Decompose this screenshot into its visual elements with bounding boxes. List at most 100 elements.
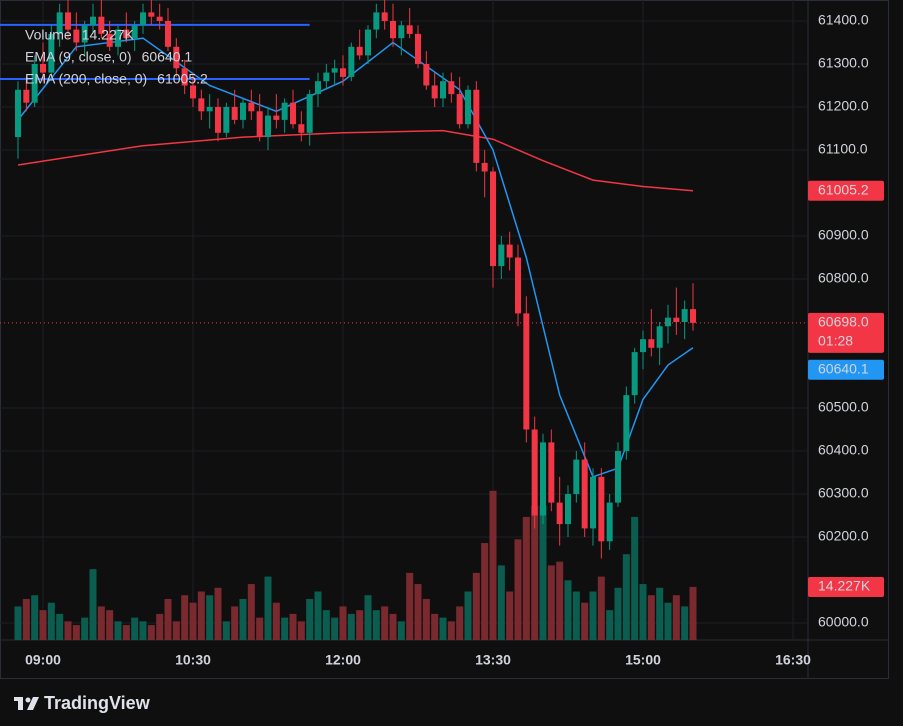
candle-body (523, 313, 530, 430)
logo-part (27, 697, 39, 710)
candle-body (81, 25, 88, 43)
candle-body (540, 442, 546, 516)
volume-bar (439, 617, 447, 640)
volume-bar (672, 595, 680, 640)
candle-body (665, 317, 671, 327)
logo-part (25, 697, 31, 703)
candle-body (56, 12, 63, 34)
candle-body (148, 12, 155, 17)
x-tick-label: 13:30 (475, 652, 511, 668)
volume-bar (14, 606, 22, 640)
candle-body (173, 46, 180, 69)
volume-bar (289, 613, 297, 640)
volume-bar (547, 565, 555, 640)
volume-bar (72, 625, 80, 640)
candle-body (440, 81, 446, 99)
y-tick-label: 60300.0 (818, 485, 869, 501)
volume-bar (256, 617, 264, 640)
volume-bar (297, 621, 305, 640)
candle-body (181, 68, 188, 86)
price-badge (808, 359, 884, 380)
y-tick-label: 61300.0 (818, 55, 869, 71)
volume-bar (347, 613, 355, 640)
price-badge-label: 14.227K (818, 578, 871, 594)
candle-body (115, 29, 121, 47)
candle-body (431, 85, 438, 99)
volume-bar (506, 591, 514, 640)
legend-label: Volume (25, 27, 72, 43)
candle-body (606, 502, 613, 542)
candle-body (156, 16, 163, 21)
candle-body (565, 494, 571, 525)
volume-bar (597, 576, 605, 640)
y-tick-label: 60800.0 (818, 270, 869, 286)
volume-bar (539, 505, 547, 640)
candle-body (423, 63, 430, 86)
candle-body (465, 89, 471, 125)
volume-bar (664, 602, 672, 640)
candle-body (315, 81, 321, 95)
candle-body (256, 111, 263, 138)
x-tick-label: 12:00 (325, 652, 361, 668)
candle-body (623, 395, 630, 452)
candle-body (456, 94, 463, 125)
volume-bar (31, 595, 39, 640)
volume-bar (456, 606, 464, 640)
volume-bar (222, 621, 230, 640)
volume-bar (281, 617, 289, 640)
candle-body (381, 12, 388, 21)
price-badge (808, 576, 884, 597)
y-tick-label: 60000.0 (818, 614, 869, 630)
plot: 60000.0 60200.0 60300.0 60400.0 60500.0 60800… (0, 0, 884, 668)
volume-bar (656, 587, 664, 640)
volume-bar (431, 613, 439, 640)
volume-bar (589, 591, 597, 640)
candle-body (206, 106, 213, 112)
price-badge-label: 60640.1 (818, 360, 869, 376)
volume-bar (106, 610, 114, 640)
volume-bar (681, 606, 689, 640)
candle-body (556, 502, 563, 525)
countdown: 01:28 (818, 333, 853, 349)
candle-body (240, 102, 246, 120)
legend-value: 60640.1 (142, 49, 193, 65)
candle-body (190, 85, 196, 99)
candle-body (40, 63, 46, 73)
candle-body (323, 72, 330, 82)
candle-body (681, 309, 688, 322)
candle-body (656, 326, 663, 348)
candle-body (581, 459, 588, 529)
candle-body (348, 46, 355, 77)
candle-body (506, 244, 513, 258)
y-tick-label: 61100.0 (818, 141, 868, 157)
candle-body (98, 16, 105, 34)
price-badge-label: 60698.0 (818, 314, 869, 330)
x-tick-label: 09:00 (25, 652, 61, 668)
candle-body (515, 257, 521, 314)
volume-bar (381, 606, 389, 640)
candle-body (481, 162, 488, 172)
candle-body (340, 68, 346, 77)
volume-bar (631, 516, 639, 640)
candle-body (498, 244, 505, 267)
volume-bar (214, 587, 222, 640)
plot-area (0, 0, 808, 640)
volume-bar (339, 606, 347, 640)
volume-bar (614, 587, 622, 640)
candle-body (406, 25, 413, 34)
y-tick-label: 60200.0 (818, 528, 869, 544)
chart-panel (0, 0, 889, 679)
brand[interactable]: TradingView (44, 693, 151, 713)
volume-bar (306, 598, 314, 640)
ema-line (17, 129, 694, 192)
candle-body (198, 98, 205, 112)
candle-body (373, 12, 380, 30)
candle-body (73, 29, 80, 43)
volume-bar (497, 565, 505, 640)
candle-body (673, 317, 680, 322)
candle-body (290, 102, 296, 125)
candle-body (65, 12, 71, 30)
legend-value: 61005.2 (157, 71, 208, 87)
